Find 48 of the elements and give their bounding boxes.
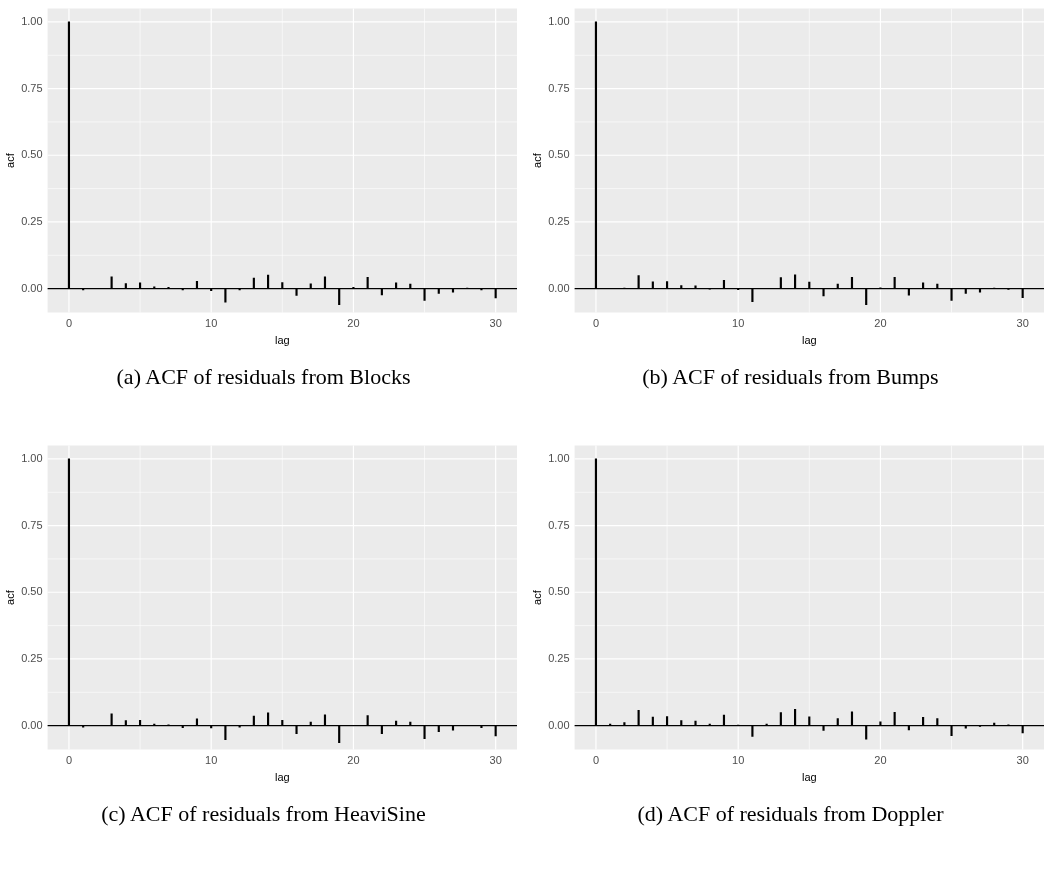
x-tick-label: 20 [347, 317, 360, 330]
text: (d) ACF of residuals from Doppler [636, 801, 945, 827]
y-tick-label: 0.75 [548, 81, 570, 94]
x-tick-label: 20 [874, 317, 887, 330]
text: (a) ACF of residuals from Blocks [115, 364, 412, 390]
x-tick-label: 10 [205, 317, 218, 330]
y-tick-label: 0.25 [548, 651, 570, 664]
x-tick-label: 0 [65, 317, 73, 330]
y-tick-label: 0.25 [21, 651, 43, 664]
y-tick-label: 0.00 [21, 281, 43, 294]
y-tick-label: 1.00 [21, 14, 43, 27]
x-tick-label: 0 [65, 754, 73, 767]
y-axis-title: acf [3, 589, 16, 605]
y-tick-label: 0.50 [548, 148, 570, 161]
x-tick-label: 30 [489, 754, 502, 767]
x-tick-label: 10 [732, 317, 745, 330]
y-tick-label: 0.75 [548, 518, 570, 531]
x-axis-title: lag [274, 334, 290, 347]
y-tick-label: 0.25 [21, 214, 43, 227]
y-tick-label: 0.75 [21, 81, 43, 94]
y-tick-label: 0.50 [21, 148, 43, 161]
y-tick-label: 0.25 [548, 214, 570, 227]
y-tick-label: 0.00 [548, 718, 570, 731]
x-tick-label: 30 [1016, 754, 1029, 767]
x-tick-label: 20 [874, 754, 887, 767]
y-axis-title: acf [530, 152, 543, 168]
y-tick-label: 0.75 [21, 518, 43, 531]
x-tick-label: 30 [1016, 317, 1029, 330]
y-tick-label: 1.00 [21, 451, 43, 464]
x-axis-title: lag [801, 771, 817, 784]
x-tick-label: 10 [732, 754, 745, 767]
y-axis-title: acf [530, 589, 543, 605]
y-tick-label: 1.00 [548, 451, 570, 464]
x-tick-label: 10 [205, 754, 218, 767]
y-tick-label: 0.00 [548, 281, 570, 294]
x-tick-label: 30 [489, 317, 502, 330]
y-axis-title: acf [3, 152, 16, 168]
y-tick-label: 0.50 [21, 585, 43, 598]
x-axis-title: lag [274, 771, 290, 784]
x-tick-label: 0 [592, 317, 600, 330]
text: (b) ACF of residuals from Bumps [641, 364, 940, 390]
y-tick-label: 0.50 [548, 585, 570, 598]
text: (c) ACF of residuals from HeaviSine [100, 801, 427, 827]
x-tick-label: 0 [592, 754, 600, 767]
y-tick-label: 1.00 [548, 14, 570, 27]
x-tick-label: 20 [347, 754, 360, 767]
x-axis-title: lag [801, 334, 817, 347]
y-tick-label: 0.00 [21, 718, 43, 731]
